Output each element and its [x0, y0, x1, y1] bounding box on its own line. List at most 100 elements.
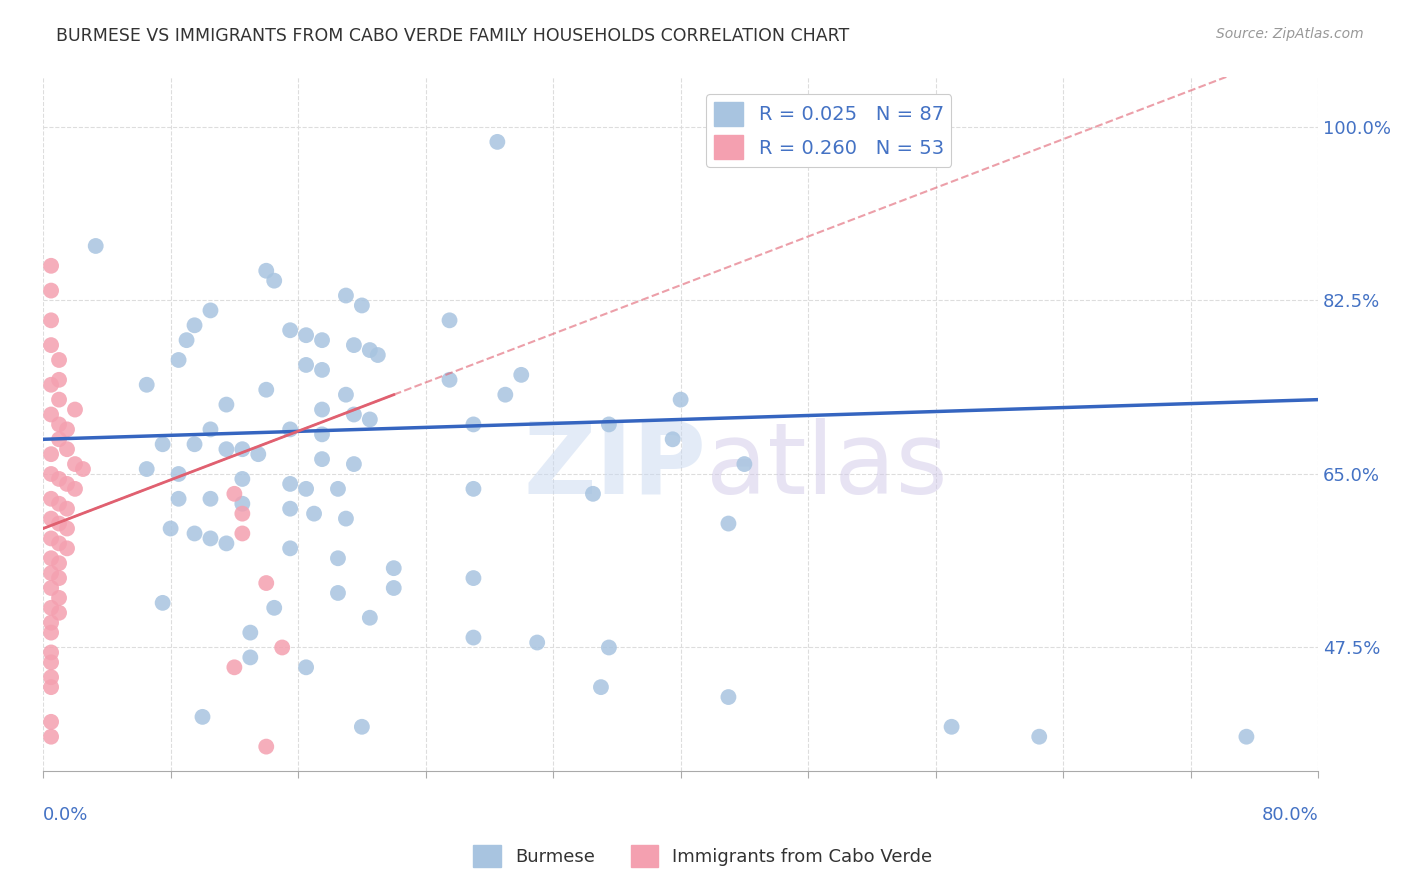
Point — [56, 476, 79, 491]
Point — [39, 313, 62, 327]
Point — [39, 730, 62, 744]
Point — [439, 313, 461, 327]
Point — [486, 135, 509, 149]
Text: BURMESE VS IMMIGRANTS FROM CABO VERDE FAMILY HOUSEHOLDS CORRELATION CHART: BURMESE VS IMMIGRANTS FROM CABO VERDE FA… — [56, 27, 849, 45]
Point — [39, 680, 62, 694]
Point — [39, 447, 62, 461]
Point — [278, 501, 301, 516]
Point — [39, 566, 62, 581]
Point — [48, 392, 70, 407]
Point — [278, 323, 301, 337]
Point — [56, 541, 79, 556]
Point — [48, 591, 70, 605]
Point — [200, 532, 222, 546]
Point — [48, 606, 70, 620]
Point — [39, 491, 62, 506]
Point — [598, 640, 620, 655]
Point — [39, 656, 62, 670]
Point — [39, 600, 62, 615]
Point — [463, 482, 485, 496]
Point — [263, 600, 285, 615]
Point — [48, 353, 70, 368]
Point — [39, 670, 62, 684]
Point — [295, 482, 318, 496]
Point — [359, 412, 381, 426]
Point — [311, 402, 333, 417]
Point — [39, 338, 62, 352]
Point — [239, 625, 262, 640]
Point — [48, 497, 70, 511]
Point — [367, 348, 389, 362]
Point — [183, 318, 205, 333]
Point — [278, 476, 301, 491]
Point — [39, 551, 62, 566]
Point — [48, 536, 70, 550]
Point — [56, 442, 79, 457]
Point — [72, 462, 94, 476]
Point — [526, 635, 548, 649]
Point — [582, 487, 605, 501]
Point — [239, 650, 262, 665]
Point — [350, 720, 373, 734]
Point — [661, 432, 683, 446]
Point — [311, 363, 333, 377]
Point — [494, 387, 516, 401]
Point — [733, 457, 755, 471]
Point — [191, 710, 214, 724]
Point — [350, 298, 373, 312]
Point — [254, 383, 277, 397]
Point — [56, 501, 79, 516]
Point — [231, 507, 253, 521]
Point — [152, 596, 174, 610]
Point — [247, 447, 270, 461]
Point — [215, 536, 238, 550]
Point — [167, 467, 190, 481]
Point — [39, 532, 62, 546]
Point — [302, 507, 325, 521]
Legend: Burmese, Immigrants from Cabo Verde: Burmese, Immigrants from Cabo Verde — [467, 838, 939, 874]
Point — [463, 417, 485, 432]
Point — [176, 333, 198, 347]
Point — [343, 408, 366, 422]
Point — [135, 377, 157, 392]
Point — [215, 398, 238, 412]
Point — [84, 239, 107, 253]
Point — [343, 338, 366, 352]
Point — [215, 442, 238, 457]
Point — [39, 625, 62, 640]
Point — [359, 343, 381, 357]
Point — [39, 467, 62, 481]
Point — [510, 368, 533, 382]
Point — [231, 526, 253, 541]
Point — [326, 551, 349, 566]
Point — [231, 472, 253, 486]
Point — [311, 452, 333, 467]
Point — [48, 571, 70, 585]
Point — [167, 353, 190, 368]
Point — [335, 387, 357, 401]
Point — [231, 497, 253, 511]
Point — [39, 408, 62, 422]
Point — [254, 576, 277, 591]
Point — [231, 442, 253, 457]
Point — [463, 631, 485, 645]
Point — [326, 482, 349, 496]
Point — [589, 680, 612, 694]
Point — [39, 377, 62, 392]
Point — [48, 556, 70, 570]
Text: ZIP: ZIP — [523, 417, 706, 515]
Point — [295, 328, 318, 343]
Point — [359, 611, 381, 625]
Point — [1028, 730, 1050, 744]
Point — [39, 714, 62, 729]
Point — [326, 586, 349, 600]
Point — [295, 358, 318, 372]
Point — [200, 491, 222, 506]
Text: Source: ZipAtlas.com: Source: ZipAtlas.com — [1216, 27, 1364, 41]
Point — [48, 516, 70, 531]
Point — [224, 660, 246, 674]
Point — [39, 259, 62, 273]
Point — [39, 645, 62, 659]
Point — [263, 274, 285, 288]
Point — [39, 615, 62, 630]
